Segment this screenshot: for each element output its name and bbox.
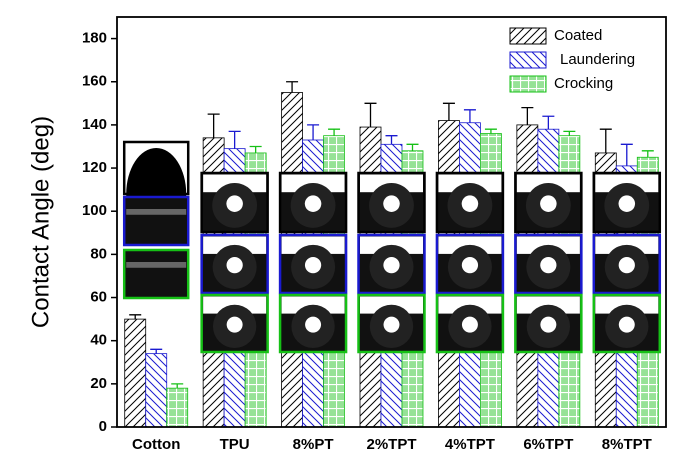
droplet-image [619,317,635,333]
legend-swatch [510,28,546,44]
droplet-image [383,257,399,273]
droplet-image [540,257,556,273]
y-axis-label: Contact Angle (deg) [27,116,54,328]
x-tick-label: 6%TPT [523,436,573,453]
error-bar [464,110,476,123]
droplet-image [462,257,478,273]
y-tick-label: 140 [82,116,107,133]
error-bar [307,125,319,140]
error-bar [407,144,419,150]
y-tick-label: 40 [90,332,107,349]
error-bar [600,129,612,153]
error-bar [443,103,455,120]
error-bar [250,146,262,152]
x-tick-label: TPU [220,436,250,453]
bar [125,319,146,427]
droplet-image [227,317,243,333]
droplet-image [305,257,321,273]
y-tick-label: 20 [90,375,107,392]
error-bar [485,129,497,133]
legend-swatch [510,76,546,92]
error-bar [286,82,298,93]
droplet-image [384,317,400,333]
error-bar [642,151,654,157]
x-tick-label: 8%PT [293,436,334,453]
y-tick-label: 160 [82,73,107,90]
y-tick-label: 100 [82,202,107,219]
error-bar [621,144,633,166]
droplet-image [126,209,186,215]
error-bar [208,114,220,138]
y-tick-label: 120 [82,159,107,176]
error-bar [542,116,554,129]
y-tick-label: 60 [90,288,107,305]
y-tick-label: 180 [82,30,107,47]
error-bar [563,131,575,135]
droplet-image [124,197,188,245]
droplet-image [462,317,478,333]
droplet-image [540,195,557,212]
legend-label: Laundering [560,51,635,68]
error-bar [129,315,141,319]
droplet-image [383,195,400,212]
y-tick-label: 80 [90,245,107,262]
legend-label: Crocking [554,75,613,92]
y-tick-label: 0 [99,418,107,435]
error-bar [386,136,398,145]
droplet-image [462,195,479,212]
droplet-image [226,195,243,212]
droplet-image [124,250,188,298]
droplet-image [540,317,556,333]
error-bar [365,103,377,127]
legend-swatch [510,52,546,68]
x-tick-label: 2%TPT [366,436,416,453]
droplet-image [227,257,243,273]
bar [146,354,167,427]
error-bar [229,131,241,148]
x-tick-label: 8%TPT [602,436,652,453]
error-bar [328,129,340,135]
droplet-image [126,262,186,268]
legend-label: Coated [554,27,602,44]
droplet-image [305,195,322,212]
error-bar [171,384,183,388]
error-bar [521,108,533,125]
x-tick-label: Cotton [132,436,180,453]
droplet-image [305,317,321,333]
error-bar [150,349,162,353]
droplet-image [619,195,636,212]
droplet-image [619,257,635,273]
bar [167,388,188,427]
chart: Contact Angle (deg) 0 20 40 60 80 100 120 140 16… [0,0,673,458]
x-tick-label: 4%TPT [445,436,495,453]
